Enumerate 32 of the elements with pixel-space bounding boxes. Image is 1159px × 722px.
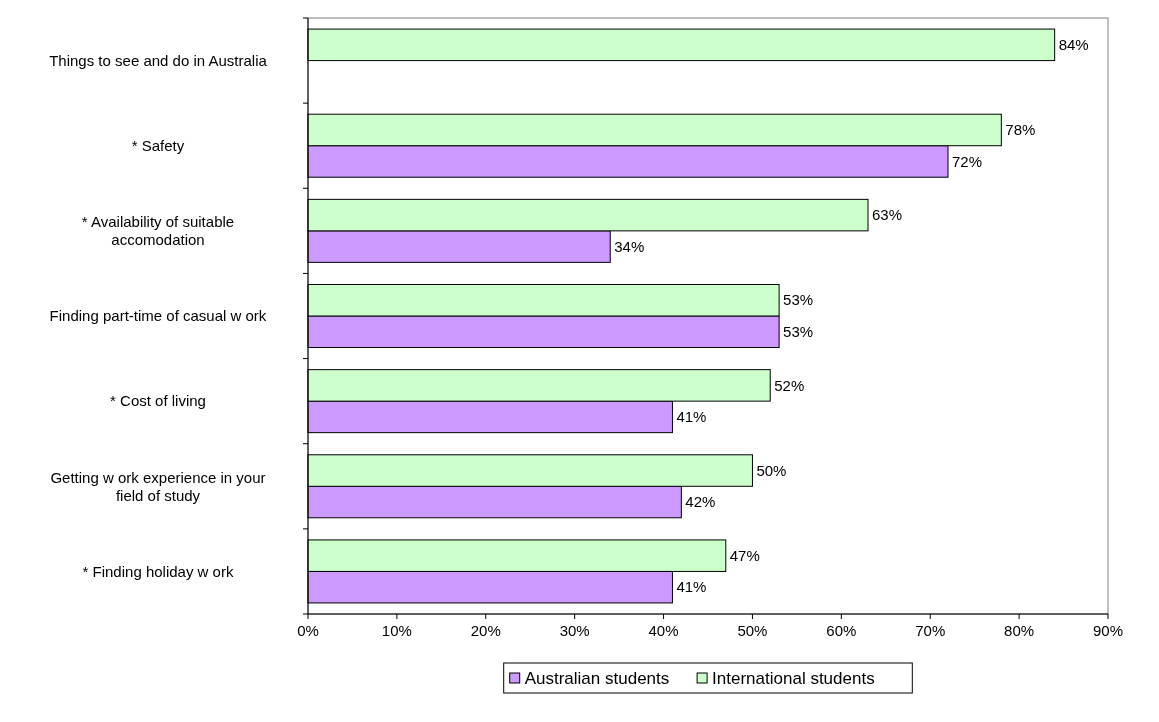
data-label: 53% (783, 323, 814, 340)
data-label: 72% (952, 152, 983, 170)
x-tick-label: 70% (915, 622, 946, 639)
data-label: 41% (676, 578, 707, 596)
y-tick-label: Finding part-time of casual w ork (49, 307, 267, 325)
y-tick-label: * Availability of suitable accomodation (81, 213, 235, 249)
x-tick-label: 90% (1092, 622, 1124, 639)
x-tick-label: 20% (470, 622, 501, 639)
y-tick-label: Things to see and do in Australia (49, 51, 268, 69)
data-label: 50% (756, 461, 787, 479)
y-tick-label: * Safety (131, 136, 185, 154)
legend-label: International students (712, 668, 875, 688)
y-tick-label: * Cost of living (110, 392, 206, 410)
data-label: 53% (783, 291, 814, 309)
data-label: 84% (1058, 36, 1089, 54)
legend-label: Australian students (524, 668, 670, 688)
data-label: 47% (729, 546, 760, 564)
data-label: 52% (774, 376, 805, 394)
x-tick-label: 60% (826, 622, 857, 639)
x-tick-label: 30% (559, 622, 590, 639)
x-tick-label: 10% (381, 622, 412, 639)
data-label: 63% (872, 206, 903, 224)
data-label: 34% (614, 237, 645, 255)
x-tick-label: 80% (1004, 622, 1035, 639)
data-label: 41% (676, 408, 707, 426)
y-tick-label: * Finding holiday w ork (82, 562, 234, 580)
x-tick-label: 50% (737, 622, 768, 639)
x-tick-label: 40% (648, 622, 679, 639)
data-label: 42% (685, 493, 716, 511)
data-label: 78% (1005, 121, 1036, 139)
x-tick-label: 0% (297, 622, 319, 639)
y-tick-label: Getting w ork experience in your field of study (50, 468, 266, 504)
